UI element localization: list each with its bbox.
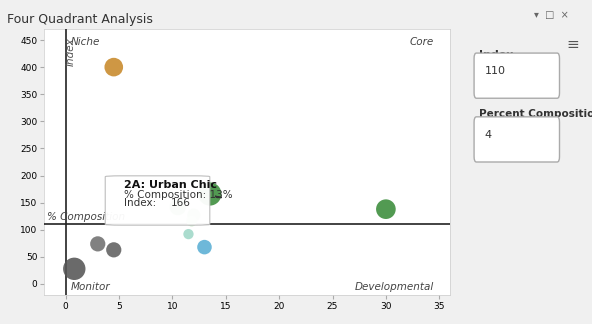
Text: Percent Composition: Percent Composition [479, 109, 592, 119]
Point [173, 204, 182, 210]
Polygon shape [215, 196, 221, 198]
Text: Index:: Index: [124, 198, 156, 208]
Text: 166: 166 [170, 198, 191, 208]
Point [184, 232, 193, 237]
Point [109, 64, 118, 70]
Text: % Composition: 13%: % Composition: 13% [124, 190, 233, 200]
Point [69, 266, 79, 272]
Point [205, 191, 214, 197]
Text: % Composition: % Composition [47, 212, 125, 222]
Text: 4: 4 [484, 130, 491, 140]
FancyBboxPatch shape [474, 117, 559, 162]
Point [93, 241, 102, 247]
FancyBboxPatch shape [474, 53, 559, 98]
Text: Developmental: Developmental [355, 282, 434, 292]
Point [381, 207, 391, 212]
Point [200, 245, 209, 250]
Text: Index: Index [479, 51, 513, 60]
Point [187, 218, 197, 224]
Text: ≡: ≡ [567, 37, 579, 52]
Text: 2A: Urban Chic: 2A: Urban Chic [124, 180, 217, 190]
Text: ▾  □  ×: ▾ □ × [533, 10, 568, 20]
Text: Index: Index [66, 37, 76, 66]
Text: Monitor: Monitor [71, 282, 111, 292]
Text: 110: 110 [484, 66, 506, 76]
Text: Four Quadrant Analysis: Four Quadrant Analysis [7, 13, 153, 26]
FancyBboxPatch shape [105, 176, 210, 225]
Text: Core: Core [410, 37, 434, 47]
Point [109, 247, 118, 252]
Text: Niche: Niche [71, 37, 101, 47]
Point [189, 213, 198, 218]
